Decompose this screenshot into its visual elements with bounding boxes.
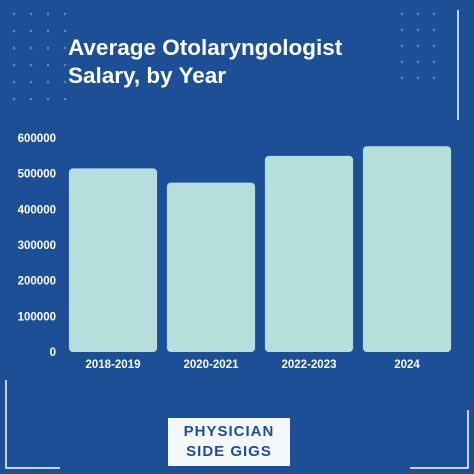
decor-dot-top-left	[46, 46, 50, 50]
x-axis: 2018-2019 2020-2021 2022-2023 2024	[86, 359, 421, 371]
chart-title-line-1: Average Otolaryngologist	[68, 35, 343, 60]
decor-dot-top-left	[46, 12, 50, 16]
decor-dot-top-right	[416, 44, 420, 48]
y-tick-label: 600000	[18, 133, 56, 145]
decor-dot-top-left	[29, 12, 33, 16]
decor-dot-top-left	[63, 97, 67, 101]
frame-line-bottom-left	[5, 380, 60, 469]
decor-dot-top-left	[29, 29, 33, 33]
decor-dot-top-left	[12, 46, 16, 50]
y-axis: 0 100000 200000 300000 400000 500000 600000	[18, 133, 56, 359]
decor-dot-top-right	[400, 60, 404, 64]
bar	[68, 168, 158, 352]
decor-dot-top-right	[416, 12, 420, 16]
decor-dot-top-left	[12, 63, 16, 67]
decor-dot-top-right	[400, 28, 404, 32]
logo-line-1: PHYSICIAN	[183, 423, 275, 440]
x-tick-label: 2022-2023	[282, 359, 337, 371]
decor-dot-top-right	[416, 60, 420, 64]
decor-dot-top-right	[416, 28, 420, 32]
decor-dot-top-left	[12, 29, 16, 33]
decor-dot-top-left	[63, 12, 67, 16]
chart-title: Average Otolaryngologist Salary, by Year	[68, 34, 448, 90]
decor-dot-top-right	[400, 44, 404, 48]
y-tick-label: 100000	[18, 311, 56, 323]
decor-dot-top-left	[29, 63, 33, 67]
decor-dot-top-right	[400, 12, 404, 16]
y-tick-label: 500000	[18, 169, 56, 181]
bar	[362, 146, 452, 352]
decor-dot-top-right	[400, 76, 404, 80]
decor-dot-top-right	[432, 76, 436, 80]
decor-dot-top-right	[416, 76, 420, 80]
bars	[68, 146, 452, 352]
x-tick-label: 2020-2021	[184, 359, 240, 371]
decor-dot-top-right	[432, 28, 436, 32]
logo-line-2: SIDE GIGS	[186, 443, 272, 460]
x-tick-label: 2024	[394, 359, 420, 371]
bar	[166, 182, 256, 352]
decor-dot-top-left	[63, 80, 67, 84]
frame-line-bottom-right	[410, 410, 469, 469]
decor-dot-top-left	[29, 80, 33, 84]
decor-dot-top-left	[63, 46, 67, 50]
decor-dot-top-left	[46, 29, 50, 33]
brand-logo: PHYSICIAN SIDE GIGS	[168, 418, 290, 466]
decor-dot-top-left	[12, 80, 16, 84]
decor-dot-top-left	[46, 63, 50, 67]
decor-dot-top-left	[29, 97, 33, 101]
chart-title-line-2: Salary, by Year	[68, 63, 227, 88]
y-tick-label: 0	[50, 347, 56, 359]
decor-dot-top-left	[46, 80, 50, 84]
decor-dot-top-right	[432, 60, 436, 64]
decor-dot-top-right	[432, 44, 436, 48]
y-tick-label: 200000	[18, 276, 56, 288]
decor-dot-top-left	[63, 63, 67, 67]
x-tick-label: 2018-2019	[86, 359, 141, 371]
y-tick-label: 400000	[18, 204, 56, 216]
decor-dot-top-right	[432, 12, 436, 16]
decor-dot-top-left	[12, 97, 16, 101]
decor-dot-top-left	[12, 12, 16, 16]
decor-dot-top-left	[46, 97, 50, 101]
y-tick-label: 300000	[18, 240, 56, 252]
decor-dot-top-left	[29, 46, 33, 50]
decor-dot-top-left	[63, 29, 67, 33]
bar	[264, 155, 354, 352]
